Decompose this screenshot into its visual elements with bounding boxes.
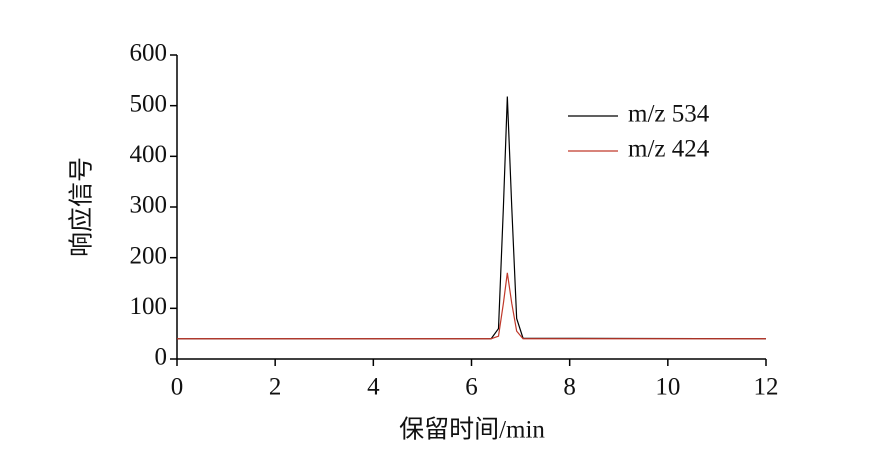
x-tick-label: 8 <box>563 374 576 401</box>
y-tick-label: 200 <box>130 242 168 269</box>
series-line <box>177 272 766 340</box>
x-tick-label: 2 <box>269 374 282 401</box>
y-axis-label: 响应信号 <box>68 157 96 257</box>
x-tick-label: 4 <box>367 374 380 401</box>
y-tick-label: 300 <box>130 192 168 219</box>
x-axis-label: 保留时间/min <box>399 416 545 444</box>
series-line <box>177 96 767 340</box>
y-tick-label: 100 <box>130 293 168 320</box>
y-tick-label: 0 <box>155 344 168 371</box>
x-tick-label: 6 <box>465 374 478 401</box>
y-tick-label: 500 <box>130 90 168 117</box>
x-tick-label: 10 <box>655 374 680 401</box>
y-tick-label: 600 <box>130 40 168 67</box>
x-tick-label: 12 <box>754 374 779 401</box>
y-tick-label: 400 <box>130 141 168 168</box>
legend-label: m/z 424 <box>628 136 710 163</box>
legend-label: m/z 534 <box>628 101 710 128</box>
x-tick-label: 0 <box>171 374 184 401</box>
